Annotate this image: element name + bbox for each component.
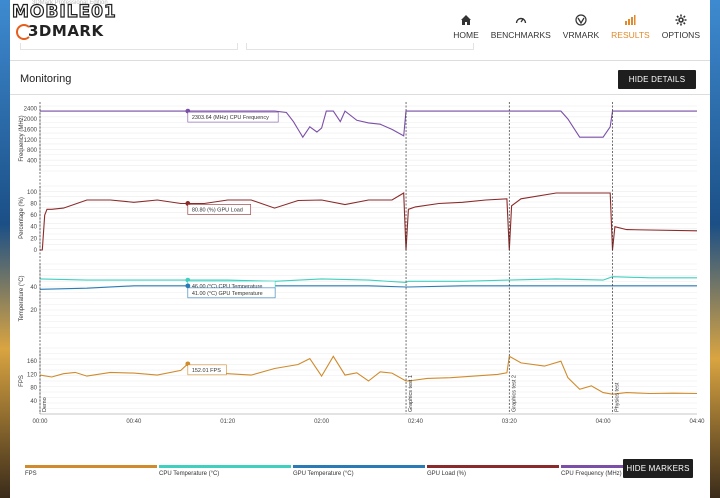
monitoring-divider <box>10 94 710 95</box>
tooltip-text: 2303.64 (MHz) CPU Frequency <box>192 115 269 121</box>
legend-label: CPU Frequency (MHz) <box>561 471 622 477</box>
legend-swatch <box>427 465 559 468</box>
main-nav: HOME BENCHMARKS VRMARK RESULTS OPTIONS <box>447 14 706 40</box>
legend-swatch <box>159 465 291 468</box>
tooltip-text: 46.00 (°C) CPU Temperature <box>192 284 263 290</box>
brand-logo: MOBILE01 <box>11 1 117 22</box>
tooltip-text: 41.00 (°C) GPU Temperature <box>192 291 263 297</box>
product-logo: 3DMARK <box>28 22 104 40</box>
series-line-fps <box>39 355 698 395</box>
legend-label: CPU Temperature (°C) <box>159 471 220 477</box>
nav-vrmark[interactable]: VRMARK <box>557 14 605 40</box>
x-tick-label: 00:40 <box>126 419 142 425</box>
tooltip-text: 80.80 (%) GPU Load <box>192 207 243 213</box>
x-tick-label: 02:40 <box>408 419 424 425</box>
legend-label: GPU Temperature (°C) <box>293 471 354 477</box>
gear-icon <box>675 14 687 26</box>
tooltip-text: 152.01 FPS <box>192 368 221 374</box>
y-axis-label: Frequency (MHz) <box>19 115 25 161</box>
x-tick-label: 00:00 <box>32 419 48 425</box>
y-tick-label: 800 <box>27 148 38 154</box>
y-axis-label: FPS <box>19 375 25 387</box>
y-tick-label: 2400 <box>24 107 38 113</box>
y-tick-label: 0 <box>34 248 38 254</box>
chart-legend: FPS CPU Temperature (°C) GPU Temperature (… <box>25 465 697 479</box>
y-tick-label: 80 <box>30 201 37 207</box>
legend-item[interactable]: FPS <box>25 465 157 477</box>
value-tooltip <box>187 204 252 215</box>
nav-label: VRMARK <box>562 30 600 40</box>
y-tick-label: 60 <box>30 213 37 219</box>
window-title: 3DMark Professional Edition <box>32 0 108 6</box>
logo: MOBILE01 3DMARK <box>11 1 132 40</box>
x-tick-label: 03:20 <box>502 419 518 425</box>
y-tick-label: 40 <box>30 285 37 291</box>
x-tick-label: 04:00 <box>596 419 612 425</box>
gauge-icon <box>515 17 526 24</box>
series-line-gpu-load- <box>40 192 698 251</box>
y-tick-label: 20 <box>30 236 37 242</box>
legend-swatch <box>25 465 157 468</box>
test-marker-label: Demo <box>42 397 48 412</box>
nav-options[interactable]: OPTIONS <box>656 14 706 40</box>
y-tick-label: 400 <box>27 159 38 165</box>
y-tick-label: 160 <box>27 359 38 365</box>
x-tick-label: 02:00 <box>314 419 330 425</box>
nav-home[interactable]: HOME <box>447 14 485 40</box>
hide-markers-button[interactable]: HIDE MARKERS <box>623 459 693 478</box>
nav-label: OPTIONS <box>661 30 700 40</box>
nav-results[interactable]: RESULTS <box>605 14 656 40</box>
app-window: 3DMark Professional Edition MOBILE01 3DM… <box>10 0 710 498</box>
series-line-cpu-frequency-mhz- <box>40 110 697 139</box>
3dmark-logo-icon <box>16 24 32 40</box>
vr-icon <box>575 14 587 26</box>
y-tick-label: 1200 <box>24 138 38 144</box>
y-tick-label: 20 <box>30 308 37 314</box>
nav-label: RESULTS <box>611 30 650 40</box>
data-point-marker[interactable] <box>185 283 191 289</box>
value-tooltip <box>187 111 279 123</box>
y-tick-label: 1600 <box>24 127 38 133</box>
series-line-gpu-temperature-c- <box>39 285 697 290</box>
value-tooltip <box>187 287 276 299</box>
y-axis-label: Percentage (%) <box>19 197 25 239</box>
top-bar: 3DMark Professional Edition MOBILE01 3DM… <box>10 0 710 52</box>
nav-label: BENCHMARKS <box>490 30 551 40</box>
test-marker-label: Graphics test 1 <box>408 375 414 412</box>
header-divider <box>10 60 710 61</box>
legend-item[interactable]: GPU Load (%) <box>427 465 559 477</box>
legend-swatch <box>293 465 425 468</box>
x-tick-label: 01:20 <box>220 419 236 425</box>
collapsed-tabs <box>20 43 480 50</box>
test-marker-label: Graphics test 2 <box>511 375 517 412</box>
y-tick-label: 120 <box>27 372 38 378</box>
monitoring-title: Monitoring <box>20 73 72 85</box>
y-tick-label: 40 <box>30 225 37 231</box>
bar-chart-icon <box>625 15 636 25</box>
y-tick-label: 40 <box>30 399 37 405</box>
legend-item[interactable]: CPU Temperature (°C) <box>159 465 291 477</box>
hide-details-button[interactable]: HIDE DETAILS <box>618 70 696 89</box>
nav-benchmarks[interactable]: BENCHMARKS <box>485 14 557 40</box>
test-marker-label: Physics test <box>615 382 621 412</box>
home-icon <box>461 15 472 25</box>
y-axis-label: Temperature (°C) <box>19 275 25 321</box>
y-tick-label: 2000 <box>24 117 38 123</box>
y-tick-label: 80 <box>30 386 37 392</box>
legend-item[interactable]: GPU Temperature (°C) <box>293 465 425 477</box>
nav-label: HOME <box>453 30 479 40</box>
y-tick-label: 100 <box>27 190 38 196</box>
legend-label: FPS <box>25 471 37 477</box>
x-tick-label: 04:40 <box>689 419 705 425</box>
value-tooltip <box>187 364 227 376</box>
legend-label: GPU Load (%) <box>427 471 467 477</box>
